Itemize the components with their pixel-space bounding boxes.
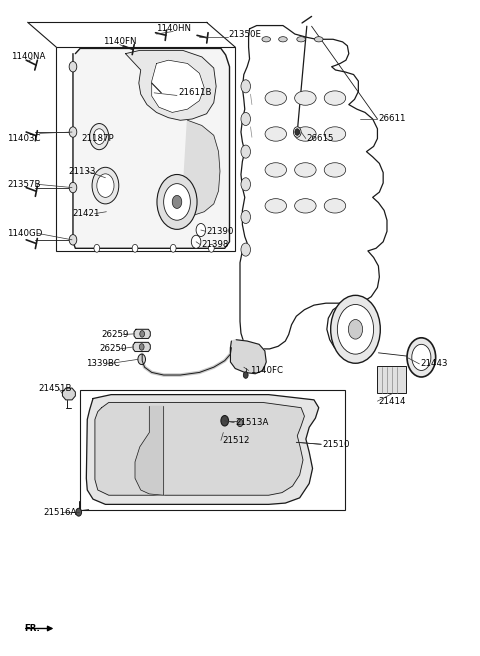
Ellipse shape	[262, 37, 271, 42]
Circle shape	[337, 304, 373, 354]
Circle shape	[237, 419, 243, 426]
Circle shape	[293, 127, 301, 137]
Text: 21414: 21414	[378, 397, 406, 405]
Circle shape	[132, 245, 138, 252]
Circle shape	[407, 338, 436, 377]
Circle shape	[94, 129, 105, 144]
Text: FR.: FR.	[24, 624, 40, 633]
Ellipse shape	[279, 37, 287, 42]
Text: 1140HN: 1140HN	[156, 24, 191, 33]
Circle shape	[164, 184, 191, 220]
Ellipse shape	[324, 127, 346, 141]
Circle shape	[139, 344, 144, 350]
Circle shape	[170, 245, 176, 252]
Circle shape	[140, 331, 144, 337]
Ellipse shape	[295, 199, 316, 213]
Circle shape	[157, 174, 197, 230]
Text: 21390: 21390	[206, 227, 234, 236]
Polygon shape	[230, 340, 266, 374]
Ellipse shape	[324, 163, 346, 177]
Text: 21398: 21398	[201, 240, 228, 249]
Polygon shape	[133, 342, 150, 352]
Text: 1140GD: 1140GD	[7, 229, 43, 237]
Text: 1140FN: 1140FN	[103, 37, 136, 47]
Circle shape	[69, 62, 77, 72]
Text: 21187P: 21187P	[82, 134, 114, 143]
Ellipse shape	[265, 199, 287, 213]
Text: 26259: 26259	[102, 330, 129, 339]
Circle shape	[69, 235, 77, 245]
Ellipse shape	[297, 37, 305, 42]
Text: 26250: 26250	[99, 344, 127, 354]
Circle shape	[331, 295, 380, 363]
Ellipse shape	[324, 91, 346, 105]
Polygon shape	[134, 329, 150, 338]
Text: 26611: 26611	[378, 114, 406, 123]
Text: 21357B: 21357B	[7, 180, 41, 189]
Circle shape	[208, 245, 214, 252]
Circle shape	[90, 123, 109, 150]
Polygon shape	[95, 403, 304, 495]
Text: 1339BC: 1339BC	[86, 359, 120, 369]
Text: 21350E: 21350E	[228, 30, 261, 39]
Ellipse shape	[324, 199, 346, 213]
Circle shape	[241, 145, 251, 158]
Polygon shape	[165, 120, 220, 217]
Ellipse shape	[265, 163, 287, 177]
Polygon shape	[125, 51, 216, 120]
Polygon shape	[73, 49, 229, 249]
Circle shape	[69, 182, 77, 193]
Circle shape	[138, 354, 145, 365]
Ellipse shape	[265, 127, 287, 141]
Bar	[377, 366, 406, 394]
Text: 21516A: 21516A	[43, 508, 77, 517]
Circle shape	[412, 344, 431, 371]
Ellipse shape	[314, 37, 323, 42]
Text: 21611B: 21611B	[178, 89, 212, 97]
Text: 21133: 21133	[68, 167, 96, 176]
Text: 21512: 21512	[222, 436, 250, 445]
Circle shape	[243, 372, 248, 379]
Polygon shape	[240, 26, 387, 354]
Circle shape	[92, 167, 119, 204]
Circle shape	[172, 195, 182, 209]
Circle shape	[76, 508, 82, 516]
Text: 21513A: 21513A	[235, 419, 269, 427]
Circle shape	[241, 112, 251, 125]
Circle shape	[241, 178, 251, 191]
Circle shape	[348, 319, 363, 339]
Polygon shape	[135, 406, 164, 495]
Circle shape	[97, 174, 114, 197]
Ellipse shape	[295, 127, 316, 141]
Ellipse shape	[265, 91, 287, 105]
Circle shape	[241, 243, 251, 256]
Bar	[56, 47, 235, 251]
Circle shape	[295, 129, 300, 135]
Circle shape	[196, 224, 205, 237]
Polygon shape	[62, 388, 75, 400]
Text: 21443: 21443	[420, 359, 448, 369]
Text: 1140NA: 1140NA	[11, 52, 45, 62]
Circle shape	[221, 415, 228, 426]
Circle shape	[241, 80, 251, 93]
Circle shape	[192, 236, 201, 249]
Circle shape	[241, 211, 251, 224]
Bar	[80, 390, 345, 510]
Circle shape	[69, 127, 77, 137]
Text: 26615: 26615	[307, 134, 334, 143]
Text: 21421: 21421	[72, 209, 99, 218]
Ellipse shape	[295, 91, 316, 105]
Text: 21451B: 21451B	[38, 384, 72, 392]
Polygon shape	[152, 60, 204, 112]
Text: 11403C: 11403C	[7, 134, 41, 143]
Ellipse shape	[295, 163, 316, 177]
Text: 21510: 21510	[322, 440, 349, 449]
Text: 1140FC: 1140FC	[250, 366, 283, 375]
Polygon shape	[86, 395, 319, 504]
Circle shape	[94, 245, 100, 252]
